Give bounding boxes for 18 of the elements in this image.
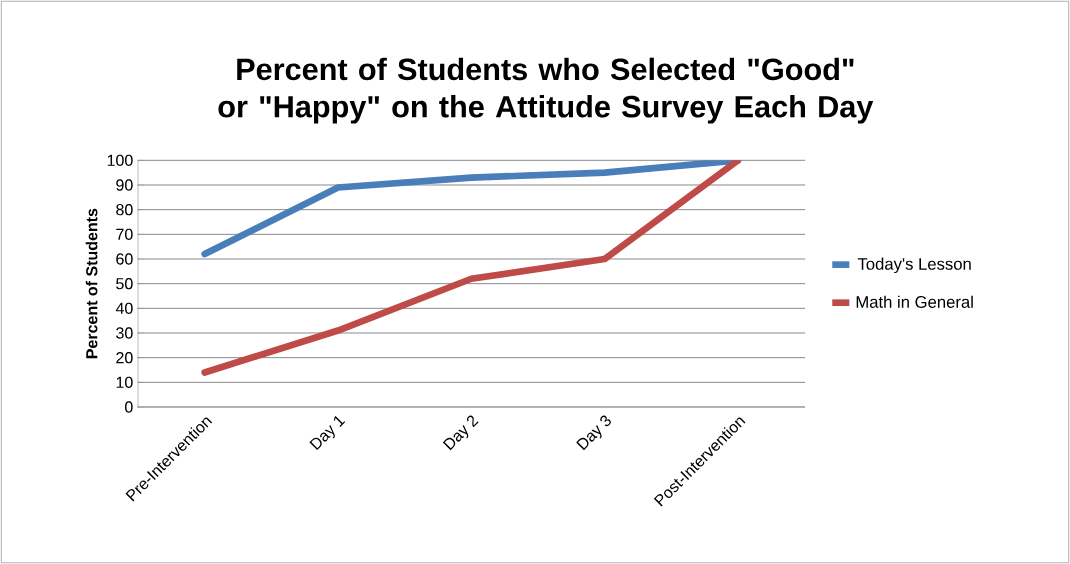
y-tick-label: 30 — [116, 327, 133, 339]
y-tick-label: 20 — [116, 352, 133, 364]
y-tick-label: 60 — [116, 253, 133, 265]
y-tick-label: 0 — [125, 401, 133, 413]
y-tick-label: 40 — [115, 302, 133, 314]
y-tick-label: 10 — [116, 376, 133, 388]
y-tick-label: 90 — [116, 179, 133, 191]
x-tick-label: Day 3 — [576, 415, 611, 451]
y-tick-label: 100 — [107, 154, 133, 166]
y-tick-label: 70 — [116, 228, 133, 240]
y-axis-title: Percent of Students — [85, 208, 98, 359]
legend-label: Math in General — [856, 295, 973, 308]
y-tick-label: 80 — [116, 204, 133, 216]
y-tick-label: 50 — [116, 278, 133, 290]
x-tick-label: Day 1 — [309, 416, 346, 451]
legend-label: Today's Lesson — [857, 257, 971, 274]
x-tick-label: Day 2 — [442, 415, 479, 451]
chart-title: Percent of Students who Selected "Good" or "Happy" on the Attitude Survey Each Day — [218, 57, 874, 124]
